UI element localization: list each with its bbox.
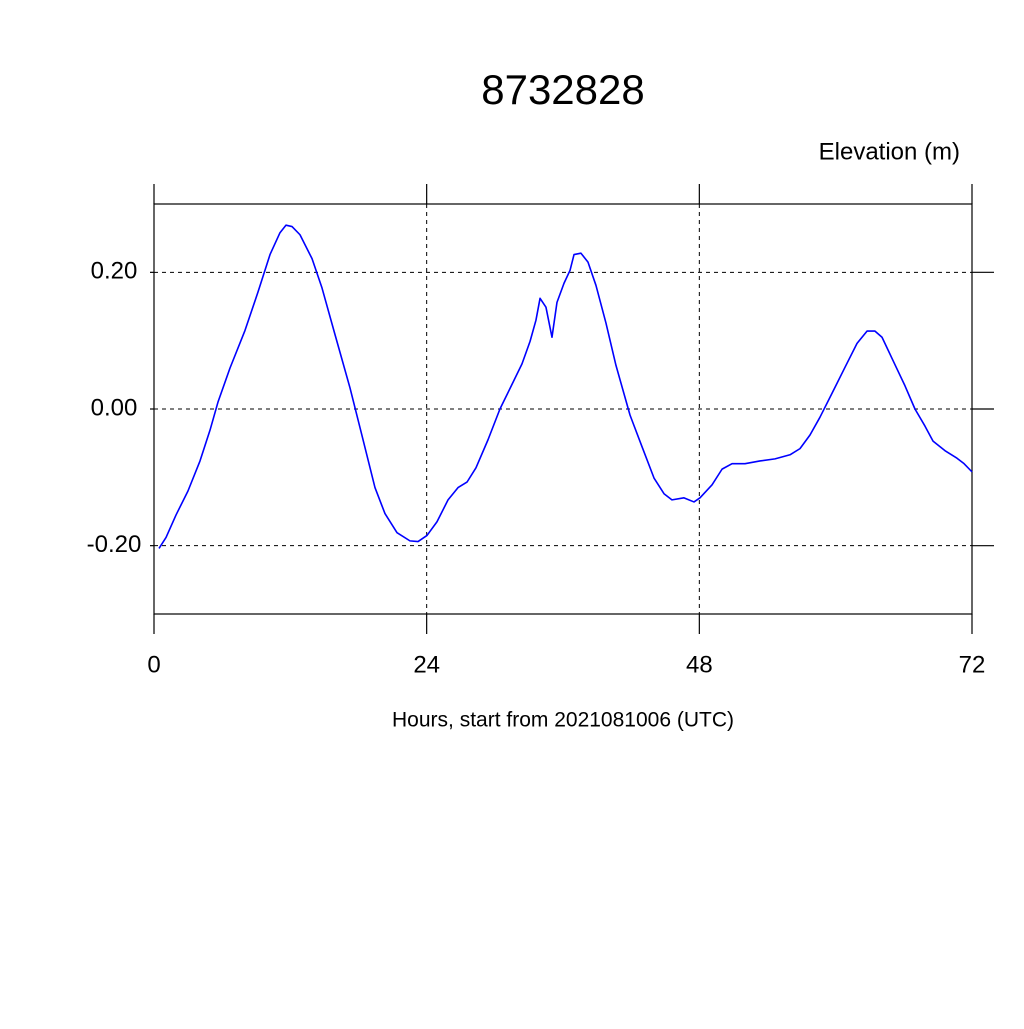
x-tick-label: 48 <box>686 651 713 678</box>
data-line <box>158 224 973 549</box>
x-axis-label: Hours, start from 2021081006 (UTC) <box>392 709 734 732</box>
y-tick-label: -0.20 <box>87 531 142 558</box>
x-tick-label: 0 <box>147 651 160 678</box>
chart-title: 8732828 <box>481 66 645 113</box>
x-tick-label: 72 <box>959 651 986 678</box>
y-tick-label: 0.20 <box>91 258 138 285</box>
y-tick-label: 0.00 <box>91 394 138 421</box>
x-tick-label: 24 <box>413 651 440 678</box>
y-axis-label: Elevation (m) <box>819 138 960 165</box>
